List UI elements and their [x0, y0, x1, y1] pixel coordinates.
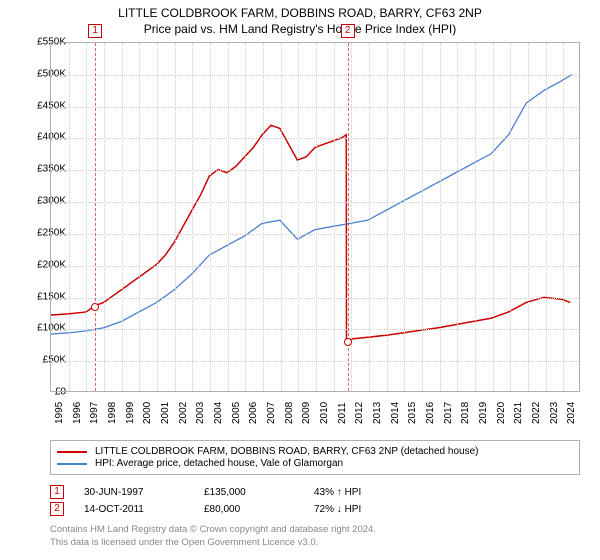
- chart-title-address: LITTLE COLDBROOK FARM, DOBBINS ROAD, BAR…: [0, 6, 600, 20]
- x-tick-label: 2018: [460, 402, 471, 424]
- x-tick-label: 2000: [142, 402, 153, 424]
- x-tick-label: 2011: [337, 402, 348, 424]
- x-tick-label: 2022: [531, 402, 542, 424]
- x-tick-label: 2016: [425, 402, 436, 424]
- event-1-price: £135,000: [204, 487, 314, 498]
- x-tick-label: 2001: [160, 402, 171, 424]
- event-marker-2-icon: 2: [50, 502, 64, 516]
- x-tick-label: 2005: [231, 402, 242, 424]
- x-tick-label: 2004: [213, 402, 224, 424]
- legend-box: LITTLE COLDBROOK FARM, DOBBINS ROAD, BAR…: [50, 440, 580, 475]
- footer-line-1: Contains HM Land Registry data © Crown c…: [50, 524, 580, 537]
- plot-area: 12: [50, 42, 580, 392]
- chart-container: LITTLE COLDBROOK FARM, DOBBINS ROAD, BAR…: [0, 0, 600, 560]
- x-tick-label: 2003: [195, 402, 206, 424]
- x-tick-label: 2002: [178, 402, 189, 424]
- event-2-price: £80,000: [204, 504, 314, 515]
- event-1-date: 30-JUN-1997: [84, 487, 204, 498]
- event-marker-flag: 2: [341, 24, 355, 38]
- x-tick-label: 2023: [549, 402, 560, 424]
- x-tick-label: 2010: [319, 402, 330, 424]
- footer-attribution: Contains HM Land Registry data © Crown c…: [50, 524, 580, 550]
- x-tick-label: 2024: [566, 402, 577, 424]
- x-tick-label: 2006: [248, 402, 259, 424]
- x-tick-label: 2014: [390, 402, 401, 424]
- x-tick-label: 2007: [266, 402, 277, 424]
- event-row-1: 1 30-JUN-1997 £135,000 43% ↑ HPI: [50, 485, 580, 499]
- legend-label-price-paid: LITTLE COLDBROOK FARM, DOBBINS ROAD, BAR…: [95, 446, 478, 457]
- x-tick-label: 1995: [54, 402, 65, 424]
- legend-item-price-paid: LITTLE COLDBROOK FARM, DOBBINS ROAD, BAR…: [57, 446, 573, 457]
- x-tick-label: 2015: [407, 402, 418, 424]
- x-tick-label: 1997: [89, 402, 100, 424]
- x-tick-label: 2012: [354, 402, 365, 424]
- events-table: 1 30-JUN-1997 £135,000 43% ↑ HPI 2 14-OC…: [50, 482, 580, 519]
- x-tick-label: 2020: [496, 402, 507, 424]
- x-tick-label: 1996: [72, 402, 83, 424]
- x-tick-label: 2008: [284, 402, 295, 424]
- event-marker-flag: 1: [88, 24, 102, 38]
- event-row-2: 2 14-OCT-2011 £80,000 72% ↓ HPI: [50, 502, 580, 516]
- event-1-pct: 43% ↑ HPI: [314, 487, 454, 498]
- footer-line-2: This data is licensed under the Open Gov…: [50, 537, 580, 550]
- event-2-date: 14-OCT-2011: [84, 504, 204, 515]
- event-2-pct: 72% ↓ HPI: [314, 504, 454, 515]
- legend-swatch-hpi: [57, 463, 87, 465]
- x-tick-label: 2009: [301, 402, 312, 424]
- x-tick-label: 2021: [513, 402, 524, 424]
- legend-item-hpi: HPI: Average price, detached house, Vale…: [57, 458, 573, 469]
- legend-label-hpi: HPI: Average price, detached house, Vale…: [95, 458, 343, 469]
- x-tick-label: 2017: [443, 402, 454, 424]
- x-tick-label: 2013: [372, 402, 383, 424]
- x-tick-label: 2019: [478, 402, 489, 424]
- legend-swatch-price-paid: [57, 451, 87, 453]
- x-tick-label: 1998: [107, 402, 118, 424]
- event-marker-1-icon: 1: [50, 485, 64, 499]
- series-lines: [51, 43, 579, 391]
- x-tick-label: 1999: [125, 402, 136, 424]
